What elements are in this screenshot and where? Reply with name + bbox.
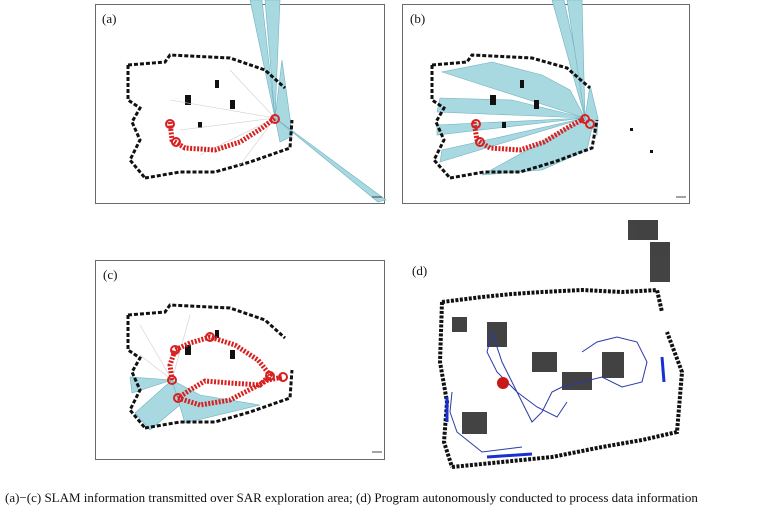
- panel-label-b: (b): [410, 11, 426, 26]
- figure-caption: (a)−(c) SLAM information transmitted ove…: [5, 490, 698, 505]
- panel-c: (c): [0, 255, 390, 485]
- panel-b: (b): [392, 0, 783, 240]
- slam-map-a: [126, 0, 387, 203]
- slam-map-c: [126, 303, 382, 453]
- panel-label-c: (c): [103, 267, 118, 282]
- panel-a: (a): [0, 0, 390, 240]
- point-cloud-map-d: [437, 220, 685, 469]
- map-frame-a: [95, 4, 385, 204]
- slam-map-b: [430, 0, 686, 198]
- panel-label-d: (d): [412, 263, 428, 278]
- panel-label-a: (a): [102, 11, 117, 26]
- trajectory-a: [167, 116, 277, 153]
- panel-d: (d): [392, 212, 783, 484]
- robot-position-marker: [497, 377, 509, 389]
